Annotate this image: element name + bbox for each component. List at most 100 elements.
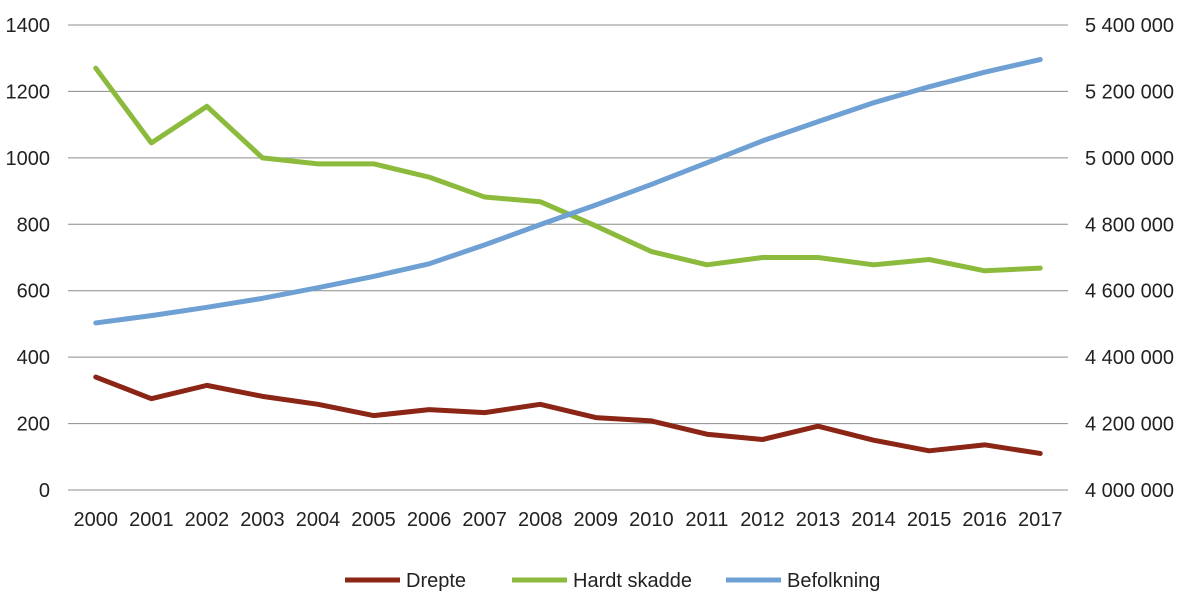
data-point: [206, 105, 208, 107]
right-y-tick-label: 5 400 000: [1085, 15, 1174, 37]
data-point: [595, 417, 597, 419]
right-y-tick-label: 4 200 000: [1085, 414, 1174, 436]
x-tick-label: 2013: [796, 509, 841, 531]
data-point: [595, 225, 597, 227]
x-tick-label: 2007: [462, 509, 507, 531]
data-point: [650, 420, 652, 422]
right-y-tick-label: 4 600 000: [1085, 281, 1174, 303]
left-y-tick-label: 1400: [6, 15, 51, 37]
x-tick-label: 2002: [185, 509, 230, 531]
data-point: [928, 450, 930, 452]
data-point: [206, 306, 208, 308]
x-tick-label: 2011: [685, 509, 728, 531]
series-line-hardt-skadde: [93, 65, 1043, 274]
data-point: [706, 264, 708, 266]
left-y-tick-label: 400: [17, 347, 50, 369]
x-tick-label: 2005: [351, 509, 396, 531]
data-point: [373, 275, 375, 277]
left-y-axis-tick-labels: 0 200 400 600 800 1000 1200 1400: [6, 15, 51, 502]
data-point: [1039, 452, 1041, 454]
data-point: [984, 270, 986, 272]
x-tick-label: 2015: [907, 509, 952, 531]
data-point: [984, 444, 986, 446]
data-point: [373, 415, 375, 417]
right-y-tick-label: 4 800 000: [1085, 214, 1174, 236]
data-point: [706, 433, 708, 435]
right-y-tick-label: 4 000 000: [1085, 480, 1174, 502]
legend-label: Drepte: [406, 570, 466, 592]
data-point: [928, 86, 930, 88]
data-point: [484, 244, 486, 246]
x-tick-label: 2009: [574, 509, 619, 531]
data-point: [595, 204, 597, 206]
data-point: [484, 196, 486, 198]
x-tick-label: 2014: [851, 509, 896, 531]
data-point: [761, 439, 763, 441]
data-point: [817, 257, 819, 258]
x-tick-label: 2000: [74, 509, 119, 531]
x-tick-label: 2016: [962, 509, 1007, 531]
series-line-drepte: [93, 374, 1043, 456]
data-point: [428, 176, 430, 178]
data-point: [95, 376, 97, 378]
legend-item: Hardt skadde: [512, 570, 692, 592]
data-point: [317, 403, 319, 405]
left-y-tick-label: 0: [39, 480, 50, 502]
data-point: [428, 263, 430, 265]
x-tick-label: 2012: [740, 509, 785, 531]
data-point: [261, 157, 263, 159]
data-point: [873, 102, 875, 104]
right-y-tick-label: 4 400 000: [1085, 347, 1174, 369]
data-point: [95, 67, 97, 69]
data-point: [150, 142, 152, 144]
legend-item: Befolkning: [726, 570, 880, 592]
legend-item: Drepte: [345, 570, 466, 592]
data-point: [706, 162, 708, 164]
x-tick-label: 2001: [129, 509, 174, 531]
data-point: [873, 264, 875, 266]
data-point: [373, 163, 375, 165]
data-point: [539, 403, 541, 405]
data-point: [317, 287, 319, 289]
data-point: [650, 183, 652, 185]
data-point: [539, 201, 541, 203]
data-point: [261, 395, 263, 397]
left-y-tick-label: 1200: [6, 81, 51, 103]
left-y-tick-label: 1000: [6, 148, 51, 170]
data-point: [261, 297, 263, 299]
data-point: [484, 412, 486, 414]
data-point: [650, 251, 652, 253]
data-point: [206, 384, 208, 386]
data-point: [984, 71, 986, 73]
x-tick-label: 2006: [407, 509, 452, 531]
data-point: [761, 257, 763, 258]
left-y-tick-label: 200: [17, 414, 50, 436]
data-point: [539, 224, 541, 226]
right-y-tick-label: 5 200 000: [1085, 81, 1174, 103]
series-lines: [93, 57, 1043, 456]
left-y-tick-label: 800: [17, 214, 50, 236]
data-point: [150, 398, 152, 400]
data-point: [1039, 59, 1041, 61]
legend: Drepte Hardt skadde Befolkning: [345, 570, 880, 592]
data-point: [928, 258, 930, 260]
data-point: [817, 425, 819, 427]
left-y-tick-label: 600: [17, 281, 50, 303]
data-point: [873, 439, 875, 441]
data-point: [817, 121, 819, 123]
x-tick-label: 2008: [518, 509, 563, 531]
x-tick-label: 2017: [1018, 509, 1063, 531]
x-tick-label: 2010: [629, 509, 674, 531]
data-point: [150, 315, 152, 317]
data-point: [1039, 267, 1041, 269]
x-axis-tick-labels: 2000 2001 2002 2003 2004 2005 2006 2007 2008 2009…: [74, 509, 1063, 531]
gridlines: [68, 24, 1068, 491]
right-y-tick-label: 5 000 000: [1085, 148, 1174, 170]
data-point: [317, 163, 319, 165]
data-point: [95, 322, 97, 324]
data-point: [761, 140, 763, 142]
legend-label: Befolkning: [787, 570, 880, 592]
x-tick-label: 2003: [240, 509, 285, 531]
legend-label: Hardt skadde: [573, 570, 692, 592]
